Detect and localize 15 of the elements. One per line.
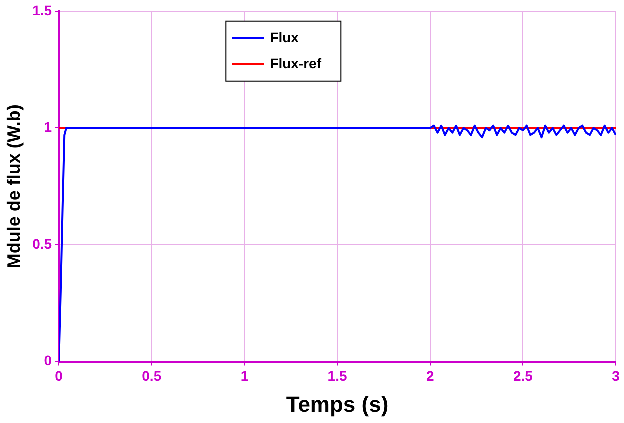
- x-tick-label: 2.5: [513, 368, 534, 384]
- x-tick-label: 2: [426, 368, 434, 384]
- y-tick-label: 1.5: [32, 2, 52, 18]
- y-tick-label: 0: [44, 352, 52, 369]
- x-tick-label: 1: [240, 368, 249, 384]
- legend-label: Flux-ref: [270, 55, 322, 72]
- y-tick-label: 0.5: [32, 236, 52, 252]
- y-axis-title: Mdule de flux (W.b): [4, 104, 24, 269]
- y-tick-label: 1: [44, 119, 52, 136]
- x-axis-title: Temps (s): [286, 392, 389, 417]
- x-tick-label: 1.5: [328, 368, 348, 384]
- x-tick-label: 0: [55, 368, 64, 384]
- x-tick-label: 3: [612, 368, 620, 384]
- legend-label: Flux: [270, 29, 300, 46]
- x-tick-label: 0.5: [142, 368, 162, 384]
